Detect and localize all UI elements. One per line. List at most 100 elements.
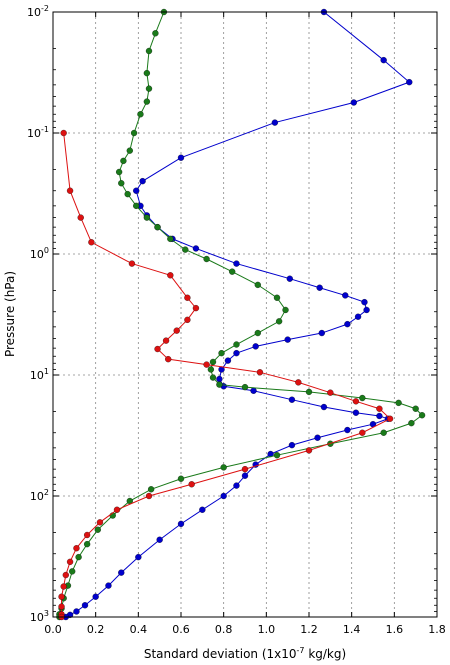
data-point xyxy=(124,190,131,198)
data-point xyxy=(380,57,387,64)
y-tick-label: 10-1 xyxy=(27,125,49,140)
y-axis-label: Pressure (hPa) xyxy=(3,271,17,357)
x-tick-label: 0.6 xyxy=(172,623,190,636)
data-point xyxy=(130,129,138,137)
data-point xyxy=(209,374,217,381)
data-point xyxy=(113,506,121,513)
data-point xyxy=(241,472,249,479)
data-point xyxy=(126,147,133,154)
x-tick-label: 0.0 xyxy=(44,623,62,636)
data-point xyxy=(60,129,67,137)
data-point xyxy=(352,398,360,405)
series-1 xyxy=(56,8,426,621)
data-point xyxy=(167,272,174,279)
data-point xyxy=(363,306,370,314)
data-point xyxy=(233,482,240,489)
data-point xyxy=(128,260,136,267)
data-point xyxy=(273,452,281,459)
data-point xyxy=(284,336,291,343)
data-point xyxy=(203,255,210,263)
data-point xyxy=(133,202,140,209)
data-point xyxy=(207,366,215,373)
data-point xyxy=(241,466,249,473)
x-axis-ticks: 0.0 0.2 0.4 0.6 0.8 1.0 1.2 1.4 1.6 1.8 xyxy=(44,12,446,636)
data-point xyxy=(209,358,217,366)
data-point xyxy=(156,536,163,543)
data-point xyxy=(273,294,281,301)
data-point xyxy=(359,429,366,436)
data-point xyxy=(380,429,387,436)
data-point xyxy=(69,568,76,575)
data-point xyxy=(320,403,328,411)
data-point xyxy=(96,519,104,526)
plot-background xyxy=(53,12,437,617)
data-point xyxy=(177,520,185,528)
data-point xyxy=(77,214,84,221)
data-point xyxy=(386,415,394,422)
data-point xyxy=(118,180,125,187)
data-point xyxy=(220,492,227,500)
data-point xyxy=(418,412,426,419)
data-point xyxy=(92,593,99,600)
series-2 xyxy=(58,129,394,621)
y-axis-ticks: 10-2 10-1 100 101 102 103 xyxy=(27,4,437,624)
data-point xyxy=(327,389,334,396)
data-point xyxy=(344,426,351,434)
data-point xyxy=(192,245,200,252)
data-point xyxy=(66,187,74,194)
data-point xyxy=(216,375,223,383)
data-point xyxy=(271,119,279,126)
data-point xyxy=(94,526,101,533)
data-point xyxy=(133,187,140,194)
data-point xyxy=(220,464,227,471)
data-point xyxy=(288,442,296,449)
data-point xyxy=(376,405,383,412)
x-axis-label: Standard deviation (1x10-7 kg/kg) xyxy=(144,646,346,661)
data-point xyxy=(75,553,82,561)
data-point xyxy=(154,345,161,353)
data-point xyxy=(118,569,125,576)
data-point xyxy=(354,313,362,320)
x-tick-label: 0.4 xyxy=(130,623,148,636)
data-point xyxy=(167,235,174,243)
data-point xyxy=(229,268,236,275)
x-tick-label: 0.2 xyxy=(87,623,105,636)
x-tick-label: 1.6 xyxy=(386,623,404,636)
y-tick-label: 101 xyxy=(30,367,49,382)
data-point xyxy=(395,399,402,407)
y-tick-label: 103 xyxy=(30,609,49,624)
data-point xyxy=(288,396,296,403)
data-point xyxy=(147,486,155,493)
data-point xyxy=(408,420,415,427)
data-point xyxy=(192,304,200,312)
data-point xyxy=(305,447,313,454)
data-point xyxy=(359,394,366,402)
x-tick-label: 1.0 xyxy=(258,623,276,636)
data-point xyxy=(305,388,313,396)
data-point xyxy=(184,316,191,323)
data-point xyxy=(73,608,80,615)
data-point xyxy=(143,214,151,221)
data-point xyxy=(275,318,283,325)
data-point xyxy=(165,356,172,363)
data-point xyxy=(143,69,151,77)
data-point xyxy=(135,553,142,561)
data-point xyxy=(115,168,123,176)
data-point xyxy=(137,111,144,118)
data-point xyxy=(139,178,146,185)
data-point xyxy=(233,350,240,357)
data-point xyxy=(177,475,185,482)
data-point xyxy=(203,361,210,368)
data-point xyxy=(58,603,65,610)
data-point xyxy=(350,99,357,106)
data-point xyxy=(66,558,74,565)
data-point xyxy=(58,593,65,600)
data-point xyxy=(177,154,185,161)
plot-frame xyxy=(52,11,438,618)
data-point xyxy=(406,79,413,86)
data-point xyxy=(199,506,206,513)
data-point xyxy=(145,47,153,55)
data-point xyxy=(83,541,91,548)
data-point xyxy=(316,284,323,291)
